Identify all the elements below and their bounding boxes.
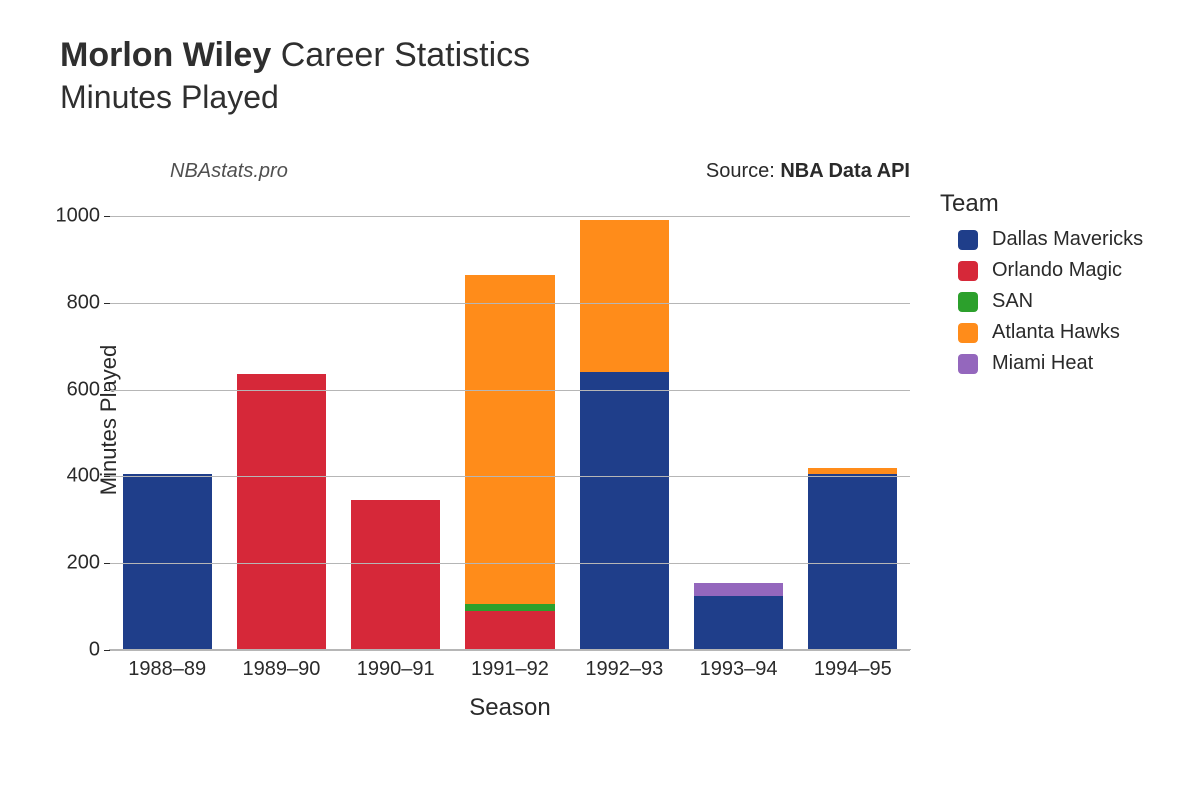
bar-column [351,500,440,650]
legend-swatch-icon [958,292,978,312]
x-ticks: 1988–89 1989–90 1990–91 1991–92 1992–93 1993–… [110,658,910,681]
title-rest: Career Statistics [281,36,530,74]
title-player: Morlon Wiley [60,36,271,74]
x-tick-label: 1988–89 [128,658,206,681]
y-tick-label: 0 [40,639,100,662]
legend-swatch-icon [958,354,978,374]
legend-items: Dallas Mavericks Orlando Magic SAN Atlanta … [940,228,1143,375]
y-tick-label: 800 [40,291,100,314]
y-tick-label: 1000 [40,205,100,228]
chart-subtitle: Minutes Played [60,79,530,116]
bar-segment-orlando [351,500,440,650]
y-tick-label: 200 [40,552,100,575]
y-tick-mark [104,303,110,304]
x-tick-label: 1989–90 [242,658,320,681]
bar-segment-atlanta [580,220,669,372]
source-name: NBA Data API [780,160,910,182]
gridline [110,390,910,391]
bar-segment-atlanta [465,275,554,605]
y-tick-mark [104,476,110,477]
bars-group [110,190,910,650]
legend-item-san: SAN [958,290,1143,313]
legend-title: Team [940,190,1143,218]
bar-column [123,474,212,650]
bar-segment-miami [694,583,783,596]
source-attribution: Source: NBA Data API [0,160,910,183]
legend-label: Atlanta Hawks [992,321,1120,344]
y-tick-mark [104,216,110,217]
x-tick-label: 1991–92 [471,658,549,681]
y-tick-mark [104,563,110,564]
y-tick-mark [104,390,110,391]
legend-swatch-icon [958,230,978,250]
bar-segment-dallas [808,474,897,650]
gridline [110,650,910,651]
legend-item-dallas: Dallas Mavericks [958,228,1143,251]
x-tick-label: 1993–94 [700,658,778,681]
plot-area: Minutes Played 1988–891989–901990–911991… [110,190,910,650]
x-tick-label: 1990–91 [357,658,435,681]
title-block: Morlon Wiley Career Statistics Minutes P… [60,34,530,116]
gridline [110,476,910,477]
legend: Team Dallas Mavericks Orlando Magic SAN Atl… [940,190,1143,383]
x-tick-label: 1994–95 [814,658,892,681]
legend-swatch-icon [958,261,978,281]
bar-column [808,468,897,650]
legend-item-orlando: Orlando Magic [958,259,1143,282]
legend-label: Miami Heat [992,352,1093,375]
x-axis-label: Season [110,694,910,722]
gridline [110,563,910,564]
y-tick-mark [104,650,110,651]
legend-label: SAN [992,290,1033,313]
y-tick-label: 400 [40,465,100,488]
chart-title: Morlon Wiley Career Statistics [60,34,530,77]
bar-column [580,220,669,650]
bar-segment-dallas [694,596,783,650]
bar-segment-dallas [580,372,669,650]
gridline [110,303,910,304]
bar-column [694,583,783,650]
legend-swatch-icon [958,323,978,343]
plot-inner: Minutes Played 1988–891989–901990–911991… [110,190,910,650]
bar-segment-dallas [123,474,212,650]
bar-column [465,275,554,650]
gridline [110,216,910,217]
bar-segment-orlando [465,611,554,650]
bar-segment-orlando [237,374,326,650]
legend-item-miami: Miami Heat [958,352,1143,375]
y-tick-label: 600 [40,378,100,401]
chart-container: Morlon Wiley Career Statistics Minutes P… [0,0,1200,800]
legend-label: Dallas Mavericks [992,228,1143,251]
source-prefix: Source: [706,160,780,182]
legend-item-atlanta: Atlanta Hawks [958,321,1143,344]
legend-label: Orlando Magic [992,259,1122,282]
bar-column [237,374,326,650]
x-tick-label: 1992–93 [585,658,663,681]
